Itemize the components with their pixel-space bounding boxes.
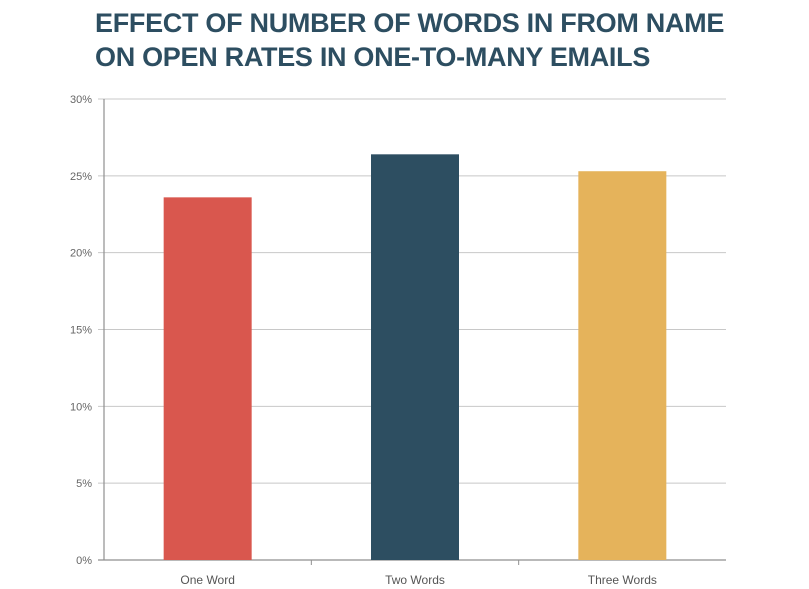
bar-two-words <box>371 154 459 560</box>
labels: 0% 5% 10% 15% 20% 25% 30% One Word Two Words Thre… <box>70 94 657 587</box>
chart-title-line-1: EFFECT OF NUMBER OF WORDS IN FROM NAME <box>95 8 725 38</box>
x-category-label: Two Words <box>385 573 445 587</box>
y-tick-label: 5% <box>76 478 92 490</box>
bar-one-word <box>163 197 252 560</box>
axes <box>103 99 520 565</box>
bars <box>163 154 667 560</box>
chart-title: EFFECT OF NUMBER OF WORDS IN FROM NAME O… <box>95 6 795 74</box>
bar-three-words <box>578 171 667 560</box>
y-tick-label: 15% <box>70 325 92 337</box>
x-category-label: Three Words <box>588 573 657 587</box>
y-tick-label: 10% <box>70 401 92 413</box>
y-tick-label: 0% <box>76 555 92 567</box>
y-tick-label: 25% <box>70 171 92 183</box>
chart-title-line-2: ON OPEN RATES IN ONE-TO-MANY EMAILS <box>95 42 651 72</box>
y-tick-label: 30% <box>70 94 92 106</box>
y-tick-label: 20% <box>70 248 92 260</box>
x-category-label: One Word <box>180 573 234 587</box>
